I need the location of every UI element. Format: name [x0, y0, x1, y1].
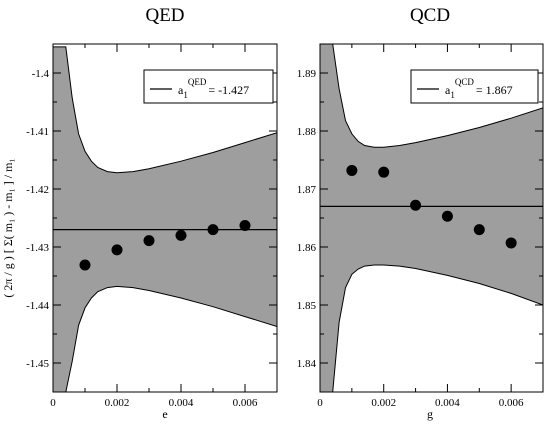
qed-legend-sup: QED — [188, 77, 207, 87]
qcd-data-point — [410, 199, 422, 211]
qcd-data-point — [346, 164, 358, 176]
qed-title: QED — [145, 5, 184, 26]
qed-ytick-label: -1.42 — [26, 184, 49, 196]
qcd-plot-area: 1.84 1.85 1.86 1.87 1.88 1.89 0 0.002 0.004 0.006 — [297, 43, 544, 409]
qed-data-point — [111, 244, 123, 256]
qcd-data-point — [441, 210, 453, 222]
qcd-panel: QCD 1.84 1.85 1.86 1.87 1.88 1.89 0 0.002 0.004 0… — [297, 5, 544, 421]
qed-xtick-label: 0 — [50, 397, 56, 409]
qcd-xtick-label: 0.002 — [371, 397, 396, 409]
qed-ytick-label: -1.45 — [26, 358, 49, 370]
qed-legend: a1QED= -1.427 — [143, 69, 274, 104]
qcd-legend-sub: 1 — [450, 90, 455, 100]
qed-data-point — [239, 220, 251, 232]
qcd-data-point — [378, 166, 390, 178]
qcd-legend: a1QCD= 1.867 — [410, 69, 539, 104]
qcd-xtick-label: 0.006 — [499, 397, 524, 409]
qcd-data-point — [505, 237, 517, 249]
qed-xtick-label: 0.002 — [105, 397, 130, 409]
qed-legend-symbol: a — [178, 83, 184, 97]
qcd-data-point — [473, 224, 485, 236]
qcd-ytick-label: 1.89 — [297, 68, 317, 80]
qcd-plot-inner — [320, 44, 543, 392]
qed-band-lower-edge — [53, 285, 277, 392]
qed-ytick-label: -1.44 — [26, 300, 49, 312]
qcd-xlabel: g — [427, 407, 433, 421]
qed-legend-sub: 1 — [183, 90, 188, 100]
qed-band-upper-edge — [53, 46, 277, 174]
y-axis-label: ( 2π / g ) [ Σ( m₁ ) - m₁ ] / m₁ — [1, 158, 15, 297]
qed-xtick-label: 0.004 — [169, 397, 194, 409]
qed-data-point — [79, 259, 91, 271]
qed-plot-inner — [53, 46, 277, 392]
qcd-title: QCD — [410, 5, 450, 26]
qed-ytick-label: -1.41 — [26, 126, 49, 138]
qcd-band-lower-edge — [320, 264, 543, 392]
qcd-band-upper-edge — [320, 44, 543, 148]
qed-legend-box — [143, 69, 274, 104]
qed-legend-value: = -1.427 — [208, 83, 249, 97]
qed-panel: QED -1.45 -1.44 -1.43 -1.42 -1.41 -1.4 0 0.002 0… — [26, 5, 278, 421]
qed-data-point — [143, 235, 155, 247]
qcd-legend-label: a1QCD= 1.867 — [445, 77, 513, 100]
qcd-ytick-label: 1.84 — [297, 358, 317, 370]
qcd-xtick-label: 0 — [317, 397, 323, 409]
qcd-legend-sup: QCD — [455, 77, 475, 87]
qed-data-point — [175, 229, 187, 241]
qcd-ytick-label: 1.86 — [297, 242, 317, 254]
qed-data-point — [207, 224, 219, 236]
qcd-ytick-label: 1.85 — [297, 300, 317, 312]
qed-ytick-label: -1.4 — [32, 68, 50, 80]
qed-xlabel: e — [162, 407, 167, 421]
qcd-legend-box — [410, 69, 539, 104]
qcd-legend-value: = 1.867 — [476, 83, 513, 97]
qcd-legend-symbol: a — [445, 83, 451, 97]
qed-xtick-label: 0.006 — [233, 397, 258, 409]
qcd-ytick-label: 1.87 — [297, 184, 317, 196]
qed-uncertainty-band — [53, 46, 277, 392]
qed-legend-label: a1QED= -1.427 — [178, 77, 249, 100]
qcd-xtick-label: 0.004 — [435, 397, 460, 409]
qcd-uncertainty-band — [320, 44, 543, 392]
qed-ytick-label: -1.43 — [26, 242, 49, 254]
qed-plot-area: -1.45 -1.44 -1.43 -1.42 -1.41 -1.4 0 0.002 0.004… — [26, 43, 278, 409]
qcd-ytick-label: 1.88 — [297, 126, 317, 138]
